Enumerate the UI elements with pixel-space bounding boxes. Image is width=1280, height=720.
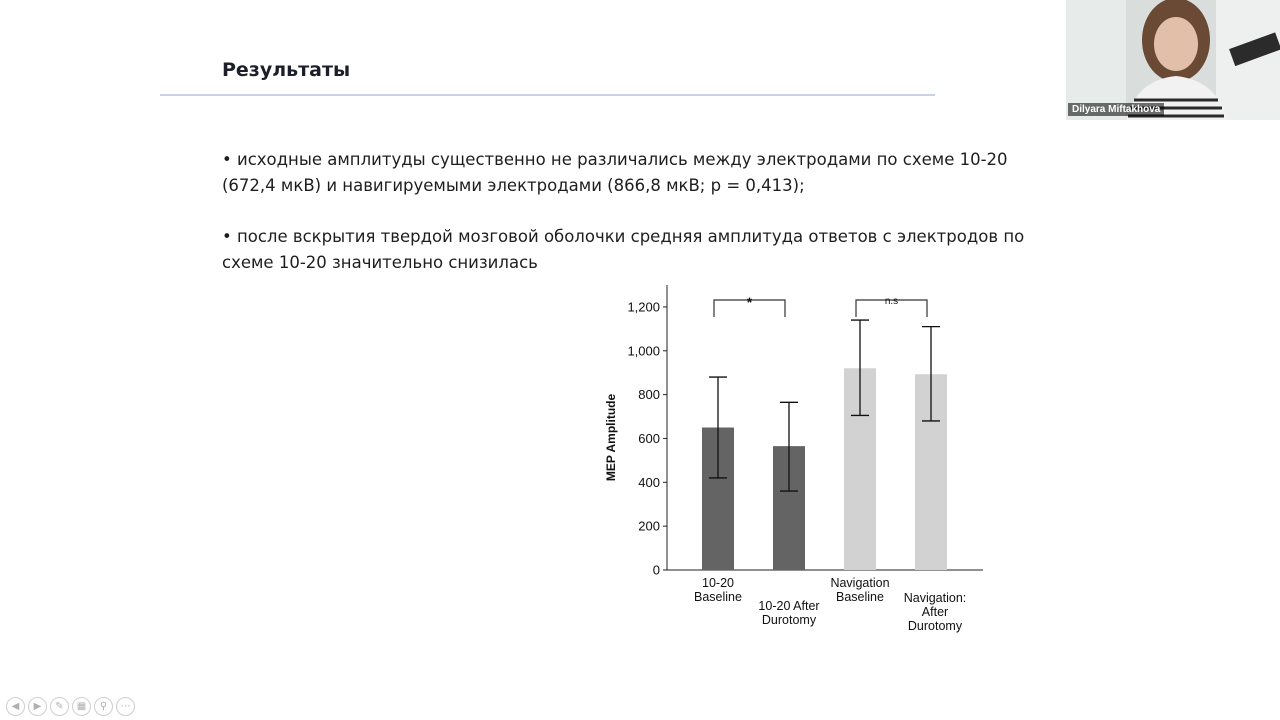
y-axis-label: MEP Amplitude <box>604 394 618 482</box>
slides-icon[interactable]: ▦ <box>72 697 91 716</box>
bullet-baseline-amplitudes: • исходные амплитуды существенно не разл… <box>222 150 1008 195</box>
next-icon[interactable]: ▶ <box>28 697 47 716</box>
y-tick-label: 800 <box>638 387 660 402</box>
bullet-durotomy-decrease: • после вскрытия твердой мозговой оболоч… <box>222 227 1025 272</box>
presentation-toolbar: ◀ ▶ ✎ ▦ ⚲ ⋯ <box>6 697 135 719</box>
significance-label: * <box>747 294 753 310</box>
significance-label: n.s <box>885 296 898 307</box>
y-tick-label: 1,200 <box>627 299 660 314</box>
category-label: Baseline <box>694 590 742 604</box>
category-label: 10-20 <box>702 576 734 590</box>
participant-video-feed <box>1066 0 1280 120</box>
significance-bracket <box>855 299 928 317</box>
title-divider <box>160 94 935 96</box>
category-label: 10-20 After <box>758 599 819 613</box>
category-label: Navigation: <box>904 591 967 605</box>
zoom-icon[interactable]: ⚲ <box>94 697 113 716</box>
slide-title: Результаты <box>222 59 351 81</box>
y-tick-label: 1,000 <box>627 343 660 358</box>
more-icon[interactable]: ⋯ <box>116 697 135 716</box>
y-tick-label: 0 <box>653 563 660 578</box>
y-tick-label: 200 <box>638 519 660 534</box>
category-label: Durotomy <box>908 619 963 633</box>
participant-video[interactable]: Dilyara Miftakhova <box>1066 0 1280 120</box>
significance-bracket <box>713 299 786 317</box>
y-tick-label: 600 <box>638 431 660 446</box>
category-label: After <box>922 605 948 619</box>
category-label: Baseline <box>836 590 884 604</box>
mep-amplitude-bar-chart: 0 200 400 600 800 1,000 1,200 MEP Amplitude 10-2… <box>604 285 983 633</box>
participant-name-label: Dilyara Miftakhova <box>1068 103 1165 116</box>
category-label: Durotomy <box>762 613 817 627</box>
pen-icon[interactable]: ✎ <box>50 697 69 716</box>
category-label: Navigation <box>830 576 889 590</box>
y-tick-label: 400 <box>638 475 660 490</box>
prev-icon[interactable]: ◀ <box>6 697 25 716</box>
